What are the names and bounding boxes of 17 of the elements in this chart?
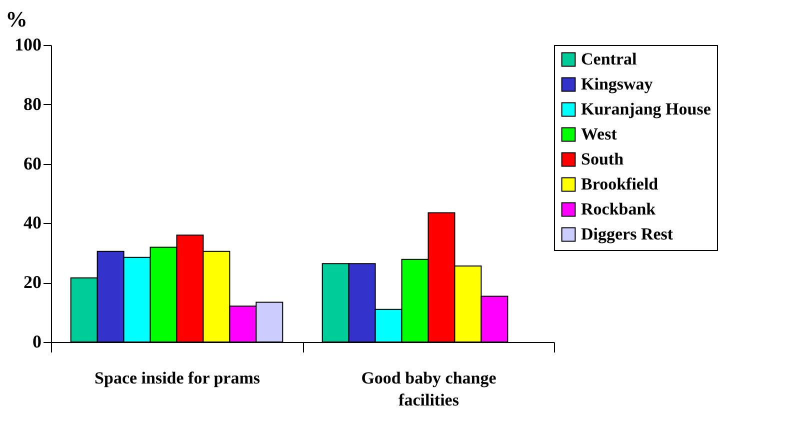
y-tick-label: 60 bbox=[24, 153, 42, 174]
x-tick-label: Good baby change facilities bbox=[361, 368, 497, 410]
legend-label: Brookfield bbox=[581, 174, 659, 194]
legend-label: Rockbank bbox=[581, 200, 656, 218]
legend-label: West bbox=[581, 124, 618, 144]
y-tick-label: 100 bbox=[14, 34, 42, 54]
y-axis-title: % bbox=[6, 6, 28, 32]
legend-label: Kuranjang House bbox=[581, 100, 712, 118]
legend-label: Central bbox=[581, 50, 637, 68]
legend-label: South bbox=[581, 150, 624, 168]
y-tick-label: 20 bbox=[24, 272, 42, 292]
y-tick-label: 80 bbox=[24, 94, 42, 114]
legend-label: Kingsway bbox=[581, 74, 654, 94]
legend-label: Diggers Rest bbox=[581, 224, 674, 244]
x-tick-label: Space inside for prams bbox=[94, 368, 260, 388]
y-tick-label: 0 bbox=[32, 332, 42, 352]
y-tick-label: 40 bbox=[24, 212, 42, 233]
